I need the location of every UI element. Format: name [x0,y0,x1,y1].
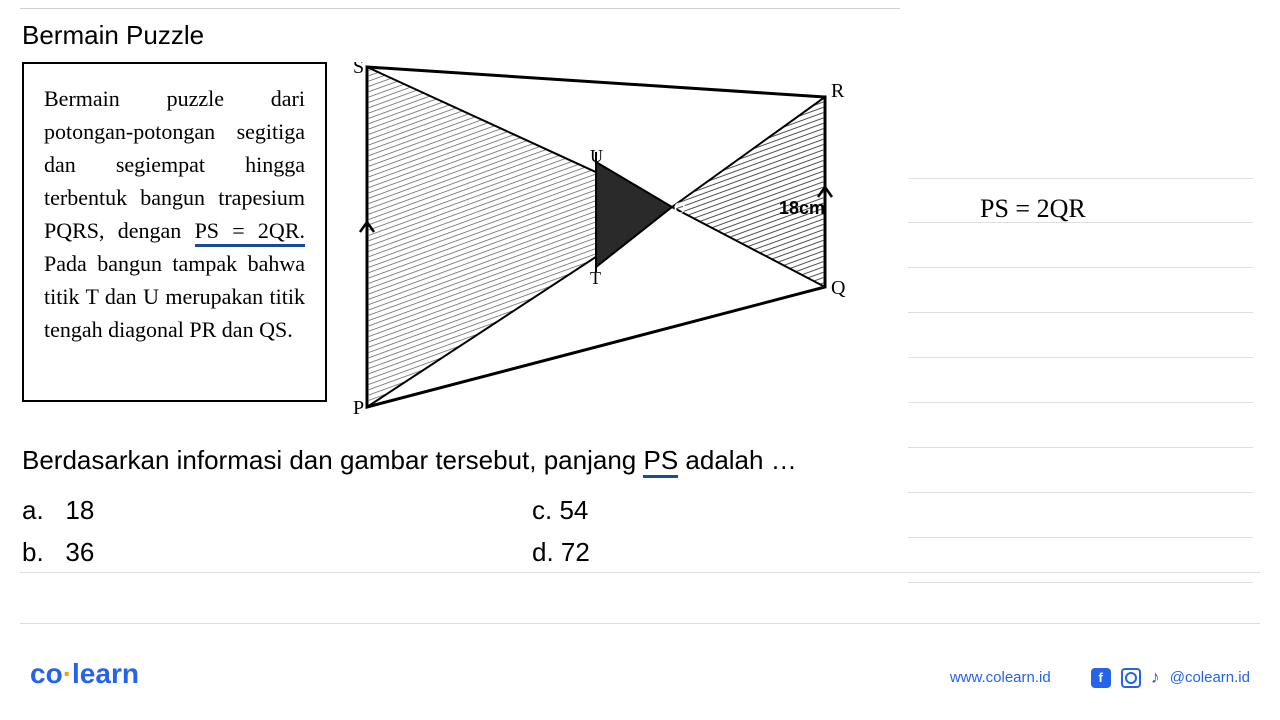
trapezoid-diagram: S R Q P U T O 18cm [347,62,847,417]
footer-right: www.colearn.id f ♪ @colearn.id [950,667,1250,688]
question-after: adalah … [678,445,797,475]
measurement-label: 18cm [779,198,825,218]
logo-part1: co [30,658,63,689]
option-a: a. 18 [22,490,532,532]
vertex-u-label: U [590,146,603,166]
social-handle: @colearn.id [1170,669,1250,686]
description-box: Bermain puzzle dari potongan-potongan se… [22,62,327,402]
logo-dot-icon: · [63,658,72,689]
footer-url[interactable]: www.colearn.id [950,669,1051,686]
content-area: Bermain puzzle dari potongan-potongan se… [22,62,902,573]
tiktok-icon[interactable]: ♪ [1151,667,1160,688]
option-c: c. 54 [532,490,588,532]
description-underlined: PS = 2QR. [195,218,305,247]
question-underlined: PS [643,445,678,478]
vertex-t-label: T [590,268,601,288]
option-d: d. 72 [532,532,590,574]
vertex-p-label: P [353,397,364,419]
vertex-r-label: R [831,80,845,102]
brand-logo: co·learn [30,658,139,690]
description-after: Pada bangun tampak bahwa titik T dan U m… [44,251,305,342]
vertex-s-label: S [353,62,364,78]
answer-options: a. 18 c. 54 b. 36 d. 72 [22,490,902,573]
facebook-icon[interactable]: f [1091,668,1111,688]
question-before: Berdasarkan informasi dan gambar tersebu… [22,445,643,475]
page-title: Bermain Puzzle [22,20,204,51]
logo-part2: learn [72,658,139,689]
handwritten-note: PS = 2QR [980,194,1086,224]
vertex-q-label: Q [831,277,846,299]
vertex-o-label: O [674,200,686,217]
notes-area [908,178,1253,583]
question-text: Berdasarkan informasi dan gambar tersebu… [22,445,902,476]
option-b: b. 36 [22,532,532,574]
instagram-icon[interactable] [1121,668,1141,688]
